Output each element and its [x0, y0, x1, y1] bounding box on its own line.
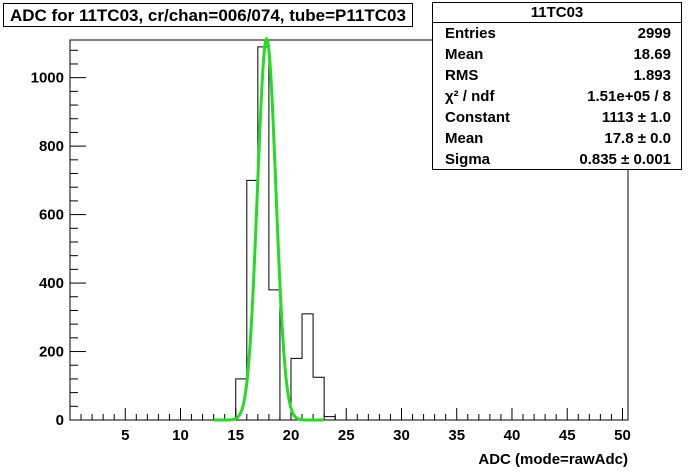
- x-tick-label: 50: [614, 427, 631, 444]
- histogram-bar: [313, 377, 324, 420]
- stats-row-entries: Entries 2999: [433, 23, 681, 44]
- stats-label: Mean: [445, 46, 484, 63]
- y-tick-label: 200: [39, 344, 64, 361]
- stats-row-fit-mean: Mean 17.8 ± 0.0: [433, 128, 681, 149]
- x-tick-label: 15: [227, 427, 244, 444]
- histogram-bar: [324, 417, 335, 420]
- stats-row-constant: Constant 1113 ± 1.0: [433, 107, 681, 128]
- plot-frame: [69, 39, 629, 421]
- histogram-bar: [258, 47, 269, 420]
- x-tick-label: 10: [172, 427, 189, 444]
- histogram-bar: [269, 290, 280, 420]
- y-tick-label: 600: [39, 207, 64, 224]
- stats-box: 11TC03 Entries 2999 Mean 18.69 RMS 1.893…: [432, 2, 682, 170]
- stats-title: 11TC03: [433, 3, 681, 23]
- x-tick-label: 30: [393, 427, 410, 444]
- x-axis-label: ADC (mode=rawAdc): [478, 451, 628, 468]
- x-tick-label: 35: [448, 427, 465, 444]
- stats-value: 1113 ± 1.0: [601, 109, 671, 126]
- x-tick-label: 40: [504, 427, 521, 444]
- x-tick-label: 45: [559, 427, 576, 444]
- y-tick-label: 800: [39, 138, 64, 155]
- stats-value: 1.893: [633, 67, 671, 84]
- y-tick-label: 0: [56, 412, 64, 429]
- x-tick-label: 20: [283, 427, 300, 444]
- x-tick-label: 5: [121, 427, 129, 444]
- stats-value: 0.835 ± 0.001: [579, 151, 671, 168]
- stats-value: 18.69: [633, 46, 671, 63]
- stats-label: Entries: [445, 25, 496, 42]
- plot-title: ADC for 11TC03, cr/chan=006/074, tube=P1…: [3, 3, 413, 27]
- stats-value: 2999: [637, 25, 671, 42]
- stats-row-chi2: χ² / ndf 1.51e+05 / 8: [433, 86, 681, 107]
- stats-label: Sigma: [445, 151, 491, 168]
- stats-label: Mean: [445, 130, 484, 147]
- x-tick-label: 25: [338, 427, 355, 444]
- gaussian-fit-curve: [213, 36, 325, 422]
- stats-value: 1.51e+05 / 8: [587, 88, 671, 105]
- stats-row-rms: RMS 1.893: [433, 65, 681, 86]
- y-tick-label: 400: [39, 275, 64, 292]
- stats-row-sigma: Sigma 0.835 ± 0.001: [433, 149, 681, 170]
- stats-label: Constant: [445, 109, 510, 126]
- stats-value: 17.8 ± 0.0: [604, 130, 671, 147]
- stats-row-mean: Mean 18.69: [433, 44, 681, 65]
- histogram-bar: [302, 314, 313, 420]
- stats-label: RMS: [445, 67, 479, 84]
- stats-label: χ² / ndf: [445, 88, 495, 105]
- y-tick-label: 1000: [31, 70, 64, 87]
- histogram-outline: [224, 46, 347, 421]
